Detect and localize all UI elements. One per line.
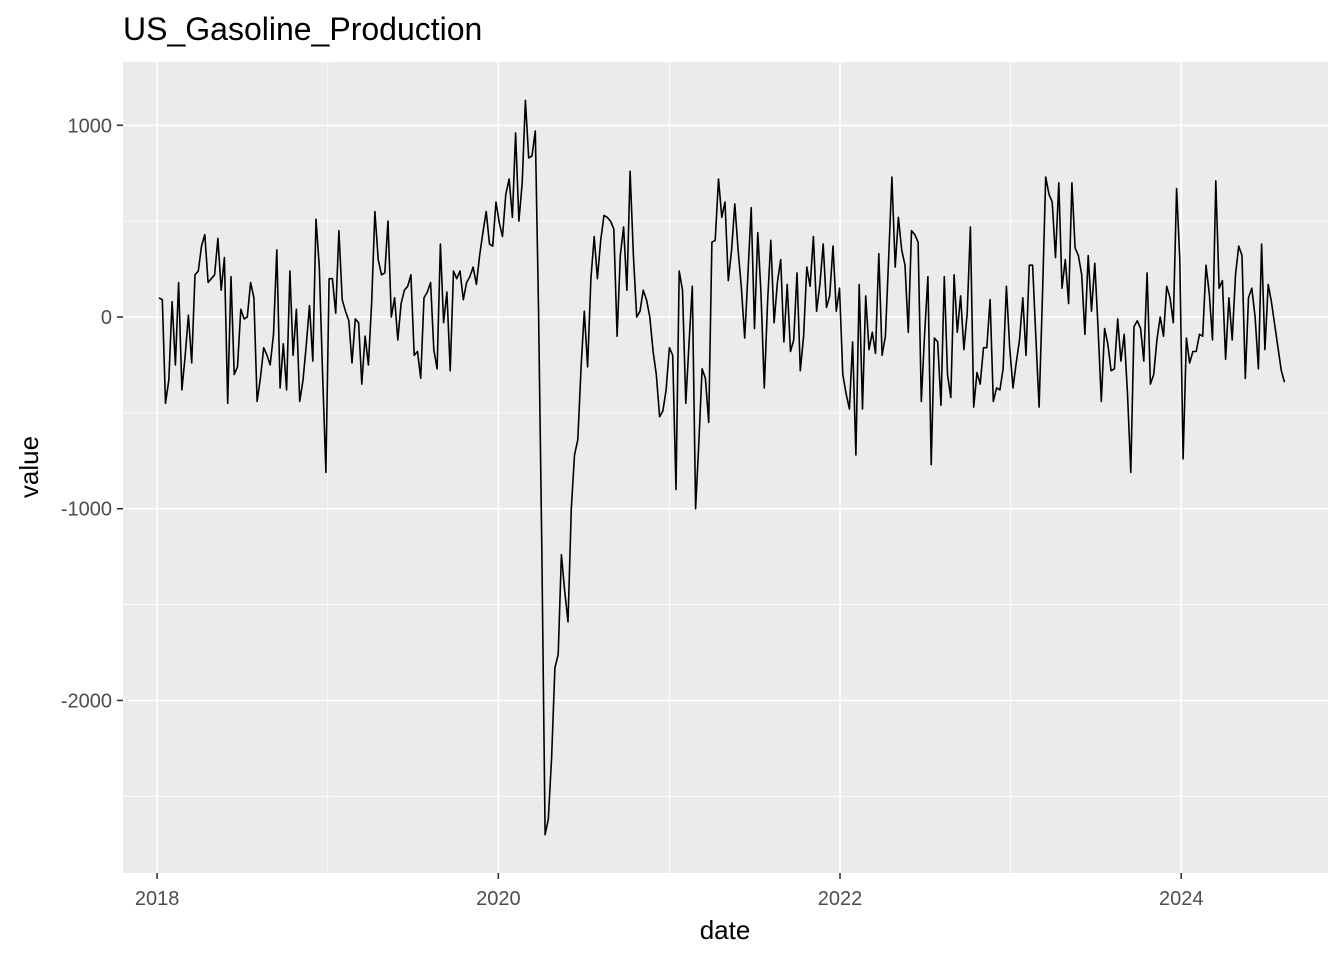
major-gridlines (123, 62, 1328, 873)
series-line (158, 99, 1286, 836)
chart-title: US_Gasoline_Production (123, 11, 482, 47)
y-axis-title: value (14, 436, 44, 498)
y-tick-label: -1000 (61, 499, 112, 521)
y-tick-label: 0 (101, 307, 112, 329)
y-tick-label: 1000 (68, 115, 113, 137)
y-axis: 1000 0 -1000 -2000 (61, 115, 123, 712)
x-axis-title: date (700, 915, 751, 945)
x-axis: 2018 2020 2022 2024 (135, 873, 1204, 910)
y-tick-label: -2000 (61, 690, 112, 712)
x-tick-label: 2022 (818, 888, 863, 910)
x-tick-label: 2024 (1159, 888, 1204, 910)
x-tick-label: 2020 (476, 888, 521, 910)
plot-panel (123, 62, 1328, 873)
x-tick-label: 2018 (135, 888, 180, 910)
